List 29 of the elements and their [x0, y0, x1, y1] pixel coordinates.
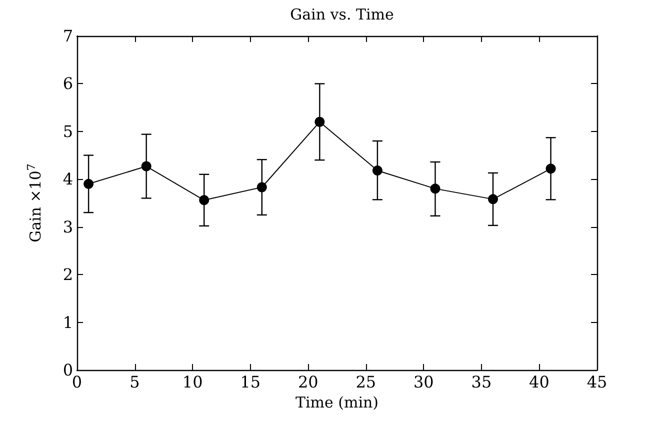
point — [372, 166, 382, 176]
point — [546, 164, 556, 174]
x-tick-label: 5 — [130, 372, 140, 392]
y-tick-label: 4 — [62, 170, 73, 189]
x-axis-title: Time (min) — [295, 393, 379, 412]
y-tick-label: 5 — [62, 122, 73, 141]
point — [141, 161, 152, 172]
x-tick-label: 10 — [182, 372, 203, 392]
x-tick-label: 15 — [240, 372, 261, 392]
chart-title: Gain vs. Time — [290, 6, 394, 24]
y-tick-label: 3 — [62, 217, 73, 236]
x-tick-label: 35 — [471, 372, 492, 392]
point — [256, 182, 267, 192]
y-tick-label: 0 — [62, 360, 73, 380]
point — [488, 194, 498, 204]
x-tick-label: 45 — [586, 372, 608, 392]
point — [84, 178, 94, 189]
point — [430, 184, 440, 194]
point — [199, 195, 210, 206]
y-tick-label: 2 — [62, 265, 73, 284]
y-axis-title: Gain ×107 — [25, 164, 44, 242]
point — [314, 116, 325, 127]
y-tick-label: 1 — [62, 312, 73, 332]
x-tick-label: 20 — [298, 372, 318, 392]
x-tick-label: 40 — [529, 372, 550, 392]
x-tick-label: 25 — [356, 372, 376, 392]
y-tick-label: 7 — [62, 26, 73, 46]
y-tick-label: 6 — [62, 74, 73, 94]
x-tick-label: 30 — [413, 372, 434, 392]
